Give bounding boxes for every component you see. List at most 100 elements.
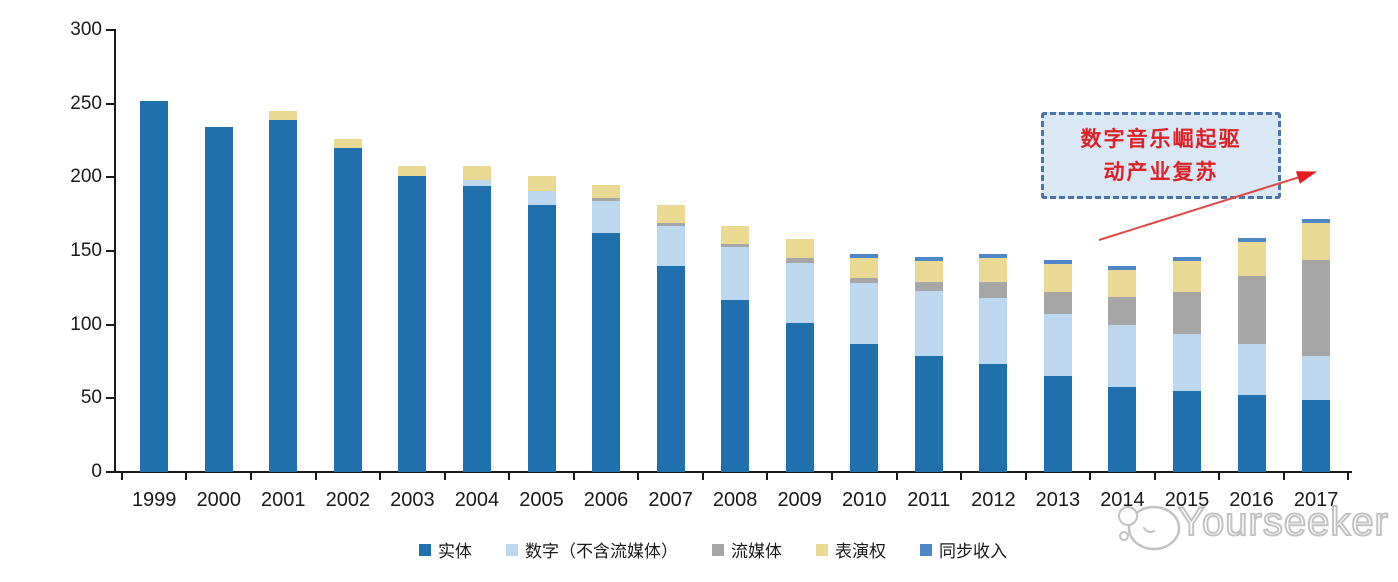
bar-2002-segment [333,139,362,148]
annotation-text-line2: 动产业复苏 [1103,160,1219,184]
bar-2001-segment [269,119,298,472]
x-axis-tick [379,472,382,480]
bar-2017-segment [1302,223,1331,260]
bar-2015-segment [1173,390,1201,472]
legend-label: 数字（不含流媒体） [525,542,678,561]
x-axis-tick [1218,472,1221,480]
x-axis-year-label: 2007 [648,489,693,511]
legend-item: 流媒体 [712,537,782,562]
x-axis-tick [314,472,317,480]
bar-2008-segment [721,299,750,472]
bar-2012-segment [979,258,1008,282]
legend-swatch [712,543,724,556]
x-axis-year-label: 2014 [1100,489,1145,511]
bar-2010-segment [850,253,879,259]
legend-label: 流媒体 [731,542,782,561]
bar-2014-segment [1108,324,1137,387]
x-axis-tick [508,472,511,480]
bar-2015-segment [1173,261,1201,293]
legend-swatch [419,543,431,556]
annotation-box: 数字音乐崛起驱 动产业复苏 [1041,112,1281,199]
y-axis-tick-label: 0 [91,461,102,482]
x-axis-year-label: 2004 [454,489,500,511]
bar-2006-segment [592,184,621,198]
legend-label: 实体 [438,542,472,561]
bar-2008-segment [721,246,750,300]
bar-2004-segment [462,186,491,472]
legend-item: 数字（不含流媒体） [506,537,678,562]
bar-2008-segment [721,243,750,247]
y-axis-tick [106,471,114,473]
x-axis-tick [1089,472,1092,480]
x-axis-year-label: 2011 [907,489,951,511]
x-axis-year-label: 2008 [712,489,758,511]
bar-2011-segment [914,290,943,356]
bar-2012-segment [979,364,1008,472]
x-axis-year-label: 2012 [971,489,1016,511]
bar-2007-segment [656,205,685,223]
bar-2010-segment [850,277,879,284]
x-axis-year-label: 2013 [1035,489,1081,511]
x-axis-tick [766,472,769,480]
bar-2014-segment [1108,270,1137,297]
bar-2013-segment [1043,292,1072,315]
bar-2013-segment [1043,376,1072,472]
x-axis-year-label: 2010 [842,489,887,511]
bar-2010-segment [850,283,879,344]
y-axis-tick [106,323,114,326]
legend-swatch [506,543,518,556]
bar-2005-segment [527,190,556,206]
bar-2009-segment [785,239,814,259]
bar-2014-segment [1108,265,1137,271]
x-axis-tick [701,472,704,480]
bar-2009-segment [785,323,814,472]
legend-item: 实体 [419,537,472,562]
x-axis-tick [572,472,575,480]
bar-2007-segment [656,265,685,472]
legend-item: 同步收入 [920,537,1007,562]
x-axis-tick [185,472,188,480]
x-axis-tick [1153,472,1156,480]
bar-2011-segment [914,256,943,262]
x-axis-year-label: 2009 [777,489,822,511]
y-axis-tick [106,29,114,31]
x-axis-line [114,471,1352,473]
x-axis-tick [1282,472,1285,480]
y-axis-tick [106,250,114,252]
bar-2006-segment [592,233,621,472]
bar-2009-segment [785,258,814,263]
x-axis-tick [443,472,446,480]
bar-2007-segment [656,223,685,226]
x-axis-tick [960,472,963,480]
bar-2012-segment [979,298,1008,365]
x-axis-year-label: 2002 [325,489,371,511]
legend-swatch [816,543,828,556]
bar-2017-segment [1302,259,1331,356]
bar-2004-segment [462,180,491,187]
bar-2011-segment [914,355,943,472]
x-axis-year-label: 2001 [261,489,306,511]
y-axis-line [114,29,116,473]
x-axis-year-label: 2016 [1229,489,1274,511]
bar-2013-segment [1043,259,1072,265]
bar-2016-segment [1237,276,1266,344]
x-axis-year-label: 2005 [519,489,564,511]
bar-2013-segment [1043,264,1072,293]
x-axis-tick [120,472,123,480]
bar-2012-segment [979,253,1008,259]
bar-2015-segment [1173,256,1201,262]
bar-2014-segment [1108,386,1137,472]
x-axis-year-label: 2000 [196,489,242,511]
x-axis-tick [1024,472,1027,480]
bar-2006-segment [592,197,621,201]
bar-2005-segment [527,205,556,472]
bar-2015-segment [1173,333,1201,391]
y-axis-tick-label: 300 [70,19,102,40]
x-axis-year-label: 1999 [131,489,177,511]
bar-2007-segment [656,225,685,266]
watermark: Yourseeker [1118,498,1398,558]
bar-2005-segment [527,175,556,191]
bar-2014-segment [1108,296,1137,325]
